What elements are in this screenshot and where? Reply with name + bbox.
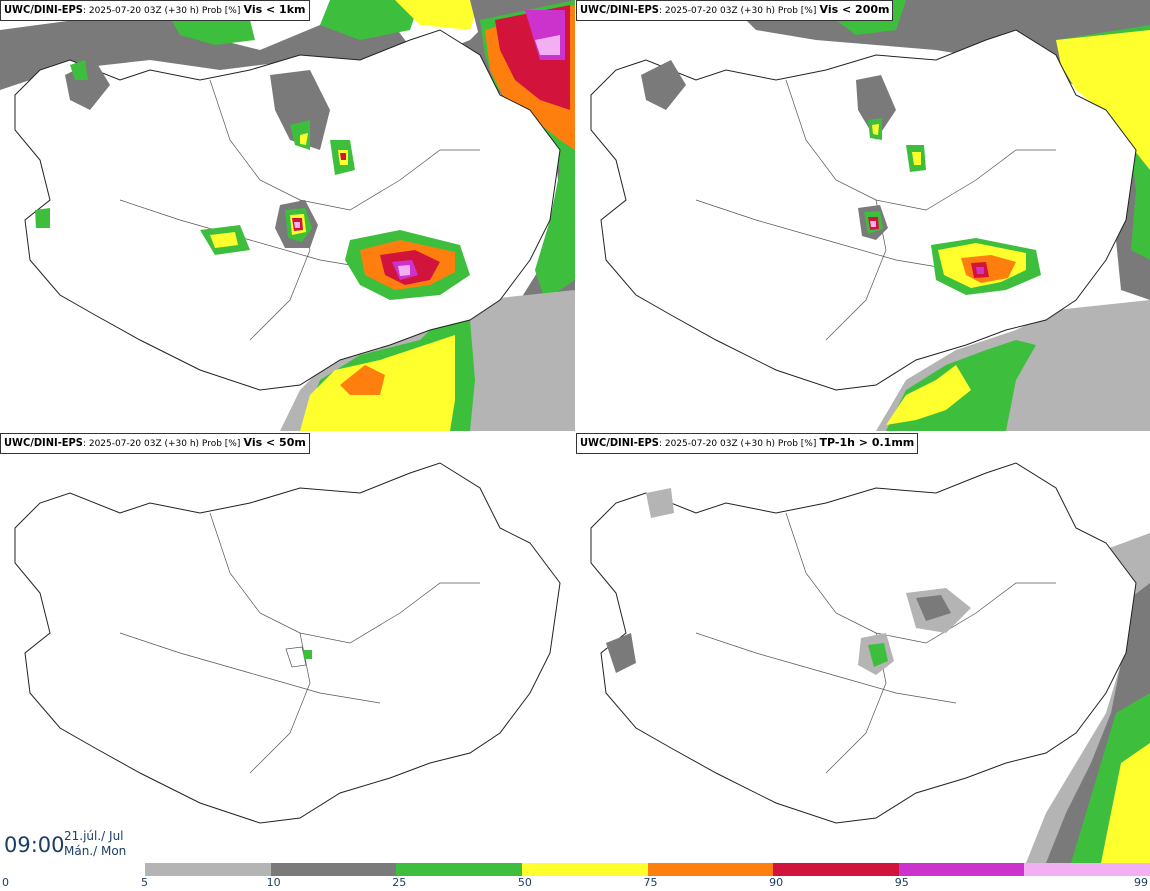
colorbar-segment	[396, 863, 523, 876]
run-meta: : 2025-07-20 03Z (+30 h) Prob [%]	[82, 6, 241, 16]
colorbar-segment	[647, 863, 774, 876]
probability-map	[14, 462, 561, 824]
iceland-outline	[14, 462, 561, 824]
valid-time-box: 09:00 21.júl./ Jul Mán./ Mon	[0, 826, 156, 863]
fog-field	[0, 0, 575, 100]
colorbar-segment	[270, 863, 397, 876]
valid-time-date: 21.júl./ Jul Mán./ Mon	[64, 829, 126, 859]
panel-divider	[0, 431, 1150, 433]
model-name: UWC/DINI-EPS	[4, 436, 83, 449]
probability-map	[590, 0, 1150, 431]
colorbar-tick-label: 25	[392, 876, 407, 889]
colorbar-tick-label: 50	[517, 876, 532, 889]
variable-label: Vis < 50m	[243, 436, 306, 449]
valid-weekday-line: Mán./ Mon	[64, 844, 127, 858]
model-name: UWC/DINI-EPS	[580, 3, 659, 16]
colorbar-tick-label: 75	[643, 876, 658, 889]
colorbar-tick-label: 10	[266, 876, 281, 889]
colorbar-segment	[145, 863, 272, 876]
colorbar-tick-label: 99	[1134, 876, 1148, 889]
map-panel-vis-50m: UWC/DINI-EPS: 2025-07-20 03Z (+30 h) Pro…	[0, 433, 575, 863]
map-panel-vis-200m: UWC/DINI-EPS: 2025-07-20 03Z (+30 h) Pro…	[576, 0, 1150, 431]
probability-colorbar	[145, 863, 1150, 876]
colorbar-tick-label: 0	[2, 876, 9, 889]
variable-label: TP-1h > 0.1mm	[819, 436, 915, 449]
probability-map	[0, 0, 575, 431]
variable-label: Vis < 200m	[819, 3, 890, 16]
run-meta: : 2025-07-20 03Z (+30 h) Prob [%]	[658, 6, 817, 16]
panel-title: UWC/DINI-EPS: 2025-07-20 03Z (+30 h) Pro…	[0, 433, 310, 454]
run-meta: : 2025-07-20 03Z (+30 h) Prob [%]	[82, 439, 241, 449]
valid-date-line: 21.júl./ Jul	[64, 829, 124, 843]
colorbar-segment	[1024, 863, 1150, 876]
colorbar-segment	[773, 863, 900, 876]
map-panel-tp-1h: UWC/DINI-EPS: 2025-07-20 03Z (+30 h) Pro…	[576, 433, 1150, 863]
probability-map	[590, 462, 1150, 863]
map-panel-vis-1km: UWC/DINI-EPS: 2025-07-20 03Z (+30 h) Pro…	[0, 0, 575, 431]
colorbar-tick-label: 5	[141, 876, 148, 889]
variable-label: Vis < 1km	[243, 3, 306, 16]
panel-title: UWC/DINI-EPS: 2025-07-20 03Z (+30 h) Pro…	[576, 0, 894, 21]
model-name: UWC/DINI-EPS	[580, 436, 659, 449]
colorbar-segment	[898, 863, 1025, 876]
run-meta: : 2025-07-20 03Z (+30 h) Prob [%]	[658, 439, 817, 449]
colorbar-tick-label: 95	[894, 876, 909, 889]
model-name: UWC/DINI-EPS	[4, 3, 83, 16]
valid-time-clock: 09:00	[4, 833, 65, 857]
colorbar-segment	[521, 863, 648, 876]
panel-title: UWC/DINI-EPS: 2025-07-20 03Z (+30 h) Pro…	[0, 0, 310, 21]
panel-title: UWC/DINI-EPS: 2025-07-20 03Z (+30 h) Pro…	[576, 433, 919, 454]
colorbar-tick-label: 90	[769, 876, 784, 889]
